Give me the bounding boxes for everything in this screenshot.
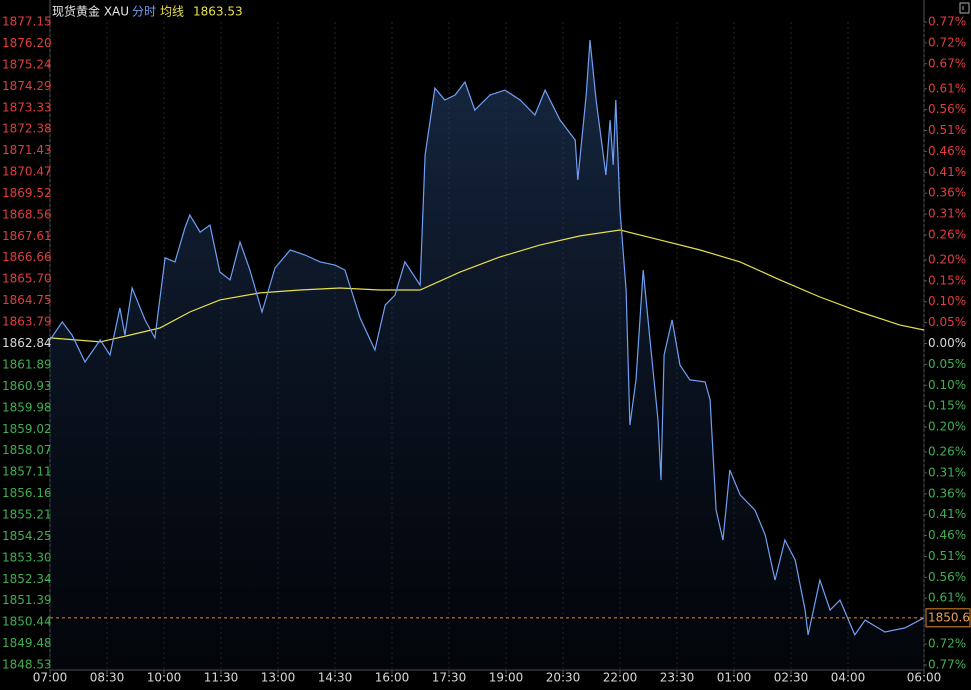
x-tick-label: 19:00 <box>489 671 524 685</box>
x-tick-label: 17:30 <box>432 671 467 685</box>
y2-tick-label: 0.20% <box>928 420 966 434</box>
y-tick-label: 1863.79 <box>2 315 52 329</box>
y2-tick-label: 0.61% <box>928 81 966 95</box>
y-tick-label: 1875.24 <box>2 57 52 71</box>
legend-entry: 分时 <box>132 5 156 19</box>
y2-tick-label: 0.36% <box>928 186 966 200</box>
y-tick-label: 1864.75 <box>2 293 52 307</box>
y2-tick-label: 0.05% <box>928 357 966 371</box>
average-line <box>49 229 925 343</box>
y-tick-label: 1851.39 <box>2 593 52 607</box>
y-tick-label: 1866.66 <box>2 250 52 264</box>
y2-tick-label: 0.77% <box>928 15 966 29</box>
x-tick-label: 11:30 <box>204 671 239 685</box>
y-tick-label: 1852.34 <box>2 572 52 586</box>
y2-tick-label: 0.15% <box>928 399 966 413</box>
y-tick-label: 1854.25 <box>2 529 52 543</box>
x-tick-label: 07:00 <box>33 671 68 685</box>
y2-tick-label: 0.56% <box>928 570 966 584</box>
price-area <box>50 40 924 670</box>
y2-tick-label: 0.61% <box>928 591 966 605</box>
x-tick-label: 10:00 <box>147 671 182 685</box>
y2-tick-label: 0.46% <box>928 144 966 158</box>
x-tick-label: 04:00 <box>831 671 866 685</box>
y2-tick-label: 0.51% <box>928 123 966 137</box>
current-price-tag <box>925 608 971 628</box>
y2-tick-label: 0.31% <box>928 465 966 479</box>
y-tick-label: 1869.52 <box>2 186 52 200</box>
x-tick-label: 20:30 <box>546 671 581 685</box>
y-tick-label: 1873.33 <box>2 100 52 114</box>
y-tick-label: 1865.70 <box>2 272 52 286</box>
chart-title: 现货黄金 XAU <box>52 4 129 19</box>
y-tick-label: 1859.02 <box>2 422 52 436</box>
x-tick-label: 08:30 <box>90 671 125 685</box>
current-price-label: 1850.63 <box>928 610 971 624</box>
y2-tick-label: 0.10% <box>928 378 966 392</box>
y-tick-label: 1871.43 <box>2 143 52 157</box>
y2-tick-label: 0.72% <box>928 637 966 651</box>
y-tick-label: 1860.93 <box>2 379 52 393</box>
y2-tick-label: 0.15% <box>928 273 966 287</box>
y-tick-label: 1849.48 <box>2 636 52 650</box>
corner-icon[interactable] <box>959 2 970 14</box>
icon-frame <box>959 2 970 14</box>
x-tick-label: 22:00 <box>603 671 638 685</box>
y2-tick-label: 0.00% <box>928 336 966 350</box>
y-tick-label: 1862.84 <box>2 336 52 350</box>
legend-entry: 均线 <box>160 5 184 19</box>
y-tick-label: 1857.11 <box>2 465 52 479</box>
y-tick-label: 1859.98 <box>2 400 52 414</box>
x-tick-label: 01:00 <box>717 671 752 685</box>
y2-tick-label: 0.67% <box>928 56 966 70</box>
y2-tick-label: 0.77% <box>928 658 966 672</box>
x-tick-label: 02:30 <box>774 671 809 685</box>
y-tick-label: 1858.07 <box>2 443 52 457</box>
y2-tick-label: 0.26% <box>928 227 966 241</box>
y-tick-label: 1855.21 <box>2 507 52 521</box>
y-tick-label: 1872.38 <box>2 122 52 136</box>
y2-tick-label: 0.41% <box>928 165 966 179</box>
price-line <box>49 39 925 637</box>
y-tick-label: 1850.44 <box>2 615 52 629</box>
y2-tick-label: 0.46% <box>928 528 966 542</box>
y-tick-label: 1876.20 <box>2 36 52 50</box>
x-tick-label: 14:30 <box>318 671 353 685</box>
y2-tick-label: 0.20% <box>928 252 966 266</box>
y2-tick-label: 0.51% <box>928 549 966 563</box>
x-tick-label: 06:00 <box>907 671 942 685</box>
y2-tick-label: 0.41% <box>928 507 966 521</box>
average-value: 1863.53 <box>193 5 243 19</box>
y2-tick-label: 0.10% <box>928 294 966 308</box>
y-tick-label: 1877.15 <box>2 15 52 29</box>
y-tick-label: 1868.56 <box>2 207 52 221</box>
y2-tick-label: 0.26% <box>928 445 966 459</box>
y2-tick-label: 0.36% <box>928 486 966 500</box>
y2-tick-label: 0.31% <box>928 207 966 221</box>
y-tick-label: 1867.61 <box>2 229 52 243</box>
x-tick-label: 13:00 <box>261 671 296 685</box>
y-tick-label: 1848.53 <box>2 658 52 672</box>
y-tick-label: 1874.29 <box>2 79 52 93</box>
y-tick-label: 1870.47 <box>2 165 52 179</box>
y-tick-label: 1853.30 <box>2 550 52 564</box>
x-tick-label: 23:30 <box>660 671 695 685</box>
y-tick-label: 1861.89 <box>2 357 52 371</box>
y-tick-label: 1856.16 <box>2 486 52 500</box>
x-tick-label: 16:00 <box>375 671 410 685</box>
y2-tick-label: 0.72% <box>928 35 966 49</box>
y2-tick-label: 0.05% <box>928 315 966 329</box>
y2-tick-label: 0.56% <box>928 102 966 116</box>
